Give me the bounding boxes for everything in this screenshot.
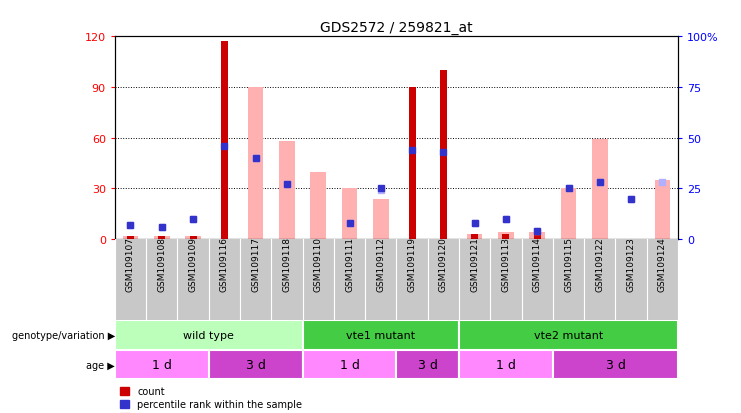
Bar bbox=[302, 320, 459, 350]
Bar bbox=[123, 236, 139, 240]
Text: vte2 mutant: vte2 mutant bbox=[534, 330, 603, 340]
Bar bbox=[185, 236, 201, 240]
Bar bbox=[302, 350, 396, 380]
Text: 3 d: 3 d bbox=[418, 358, 438, 371]
Bar bbox=[471, 235, 478, 240]
Bar bbox=[467, 235, 482, 240]
Bar bbox=[279, 142, 295, 240]
Bar bbox=[408, 88, 416, 240]
Text: wild type: wild type bbox=[183, 330, 234, 340]
Text: vte1 mutant: vte1 mutant bbox=[346, 330, 416, 340]
Bar bbox=[459, 320, 678, 350]
Bar bbox=[561, 189, 576, 240]
Bar bbox=[498, 233, 514, 240]
Bar bbox=[592, 140, 608, 240]
Bar bbox=[342, 189, 357, 240]
Text: 1 d: 1 d bbox=[496, 358, 516, 371]
Bar bbox=[115, 350, 209, 380]
Bar bbox=[459, 350, 553, 380]
Title: GDS2572 / 259821_at: GDS2572 / 259821_at bbox=[320, 21, 473, 35]
Bar bbox=[127, 236, 134, 240]
Bar bbox=[502, 235, 509, 240]
Bar bbox=[534, 235, 541, 240]
Bar bbox=[247, 88, 264, 240]
Bar bbox=[654, 180, 670, 240]
Bar bbox=[209, 350, 302, 380]
Bar bbox=[159, 236, 165, 240]
Text: genotype/variation ▶: genotype/variation ▶ bbox=[12, 330, 115, 340]
Bar bbox=[154, 236, 170, 240]
Bar bbox=[115, 320, 302, 350]
Bar bbox=[529, 233, 545, 240]
Bar bbox=[310, 172, 326, 240]
Bar bbox=[373, 199, 388, 240]
Text: 1 d: 1 d bbox=[339, 358, 359, 371]
Text: 1 d: 1 d bbox=[152, 358, 172, 371]
Text: age ▶: age ▶ bbox=[86, 360, 115, 370]
Text: 3 d: 3 d bbox=[605, 358, 625, 371]
Bar bbox=[190, 236, 196, 240]
Legend: count, percentile rank within the sample, value, Detection Call = ABSENT, rank, : count, percentile rank within the sample… bbox=[120, 387, 302, 413]
Bar bbox=[440, 71, 447, 240]
Bar bbox=[221, 42, 227, 240]
Bar bbox=[396, 350, 459, 380]
Text: 3 d: 3 d bbox=[246, 358, 265, 371]
Bar bbox=[553, 350, 678, 380]
